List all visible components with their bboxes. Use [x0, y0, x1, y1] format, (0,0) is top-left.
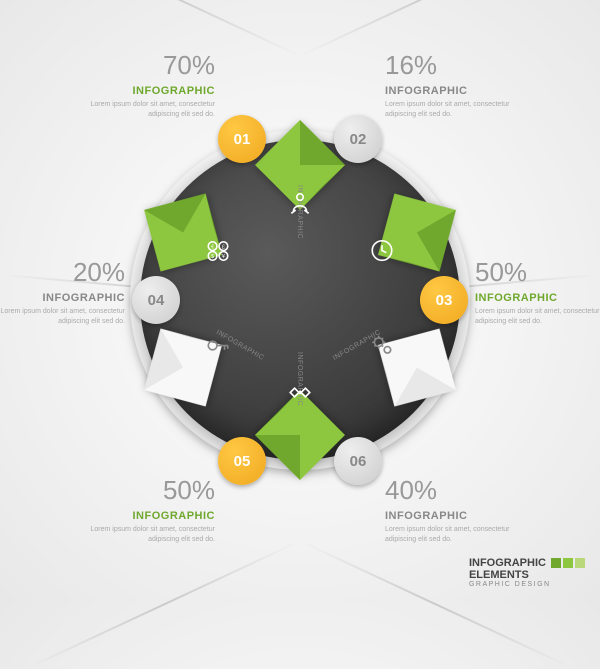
badge-03: 03: [420, 276, 468, 324]
title: INFOGRAPHIC: [65, 85, 215, 97]
title: INFOGRAPHIC: [385, 510, 535, 522]
gears-icon: [369, 332, 395, 363]
svg-text:€: €: [211, 244, 214, 250]
title: INFOGRAPHIC: [475, 292, 600, 304]
percent: 70%: [65, 50, 215, 81]
badge-05: 05: [218, 437, 266, 485]
badge-06: 06: [334, 437, 382, 485]
percent: 50%: [65, 475, 215, 506]
badge-02: 02: [334, 115, 382, 163]
percent: 50%: [475, 257, 600, 288]
title: INFOGRAPHIC: [0, 292, 125, 304]
label-06: 40% INFOGRAPHIC Lorem ipsum dolor sit amet…: [385, 475, 535, 545]
description: Lorem ipsum dolor sit amet, consectetur …: [65, 100, 215, 120]
percent: 20%: [0, 257, 125, 288]
label-01: 70% INFOGRAPHIC Lorem ipsum dolor sit amet…: [65, 50, 215, 120]
label-02: 16% INFOGRAPHIC Lorem ipsum dolor sit amet…: [385, 50, 535, 120]
description: Lorem ipsum dolor sit amet, consectetur …: [0, 307, 125, 327]
currency-icon: €£$¥: [205, 237, 231, 268]
footer: INFOGRAPHIC ELEMENTS GRAPHIC DESIGN: [469, 557, 585, 588]
title: INFOGRAPHIC: [385, 85, 535, 97]
description: Lorem ipsum dolor sit amet, consectetur …: [385, 100, 535, 120]
description: Lorem ipsum dolor sit amet, consectetur …: [475, 307, 600, 327]
person-icon: [287, 190, 313, 221]
title: INFOGRAPHIC: [65, 510, 215, 522]
badge-04: 04: [132, 276, 180, 324]
key-icon: [205, 332, 231, 363]
percent: 16%: [385, 50, 535, 81]
label-03: 50% INFOGRAPHIC Lorem ipsum dolor sit amet…: [475, 257, 600, 327]
label-05: 50% INFOGRAPHIC Lorem ipsum dolor sit amet…: [65, 475, 215, 545]
svg-text:£: £: [222, 244, 225, 250]
percent: 40%: [385, 475, 535, 506]
description: Lorem ipsum dolor sit amet, consectetur …: [65, 525, 215, 545]
svg-text:$: $: [211, 254, 214, 260]
description: Lorem ipsum dolor sit amet, consectetur …: [385, 525, 535, 545]
handshake-icon: [287, 380, 313, 411]
badge-01: 01: [218, 115, 266, 163]
clock-icon: [369, 237, 395, 268]
label-04: 20% INFOGRAPHIC Lorem ipsum dolor sit amet…: [0, 257, 125, 327]
